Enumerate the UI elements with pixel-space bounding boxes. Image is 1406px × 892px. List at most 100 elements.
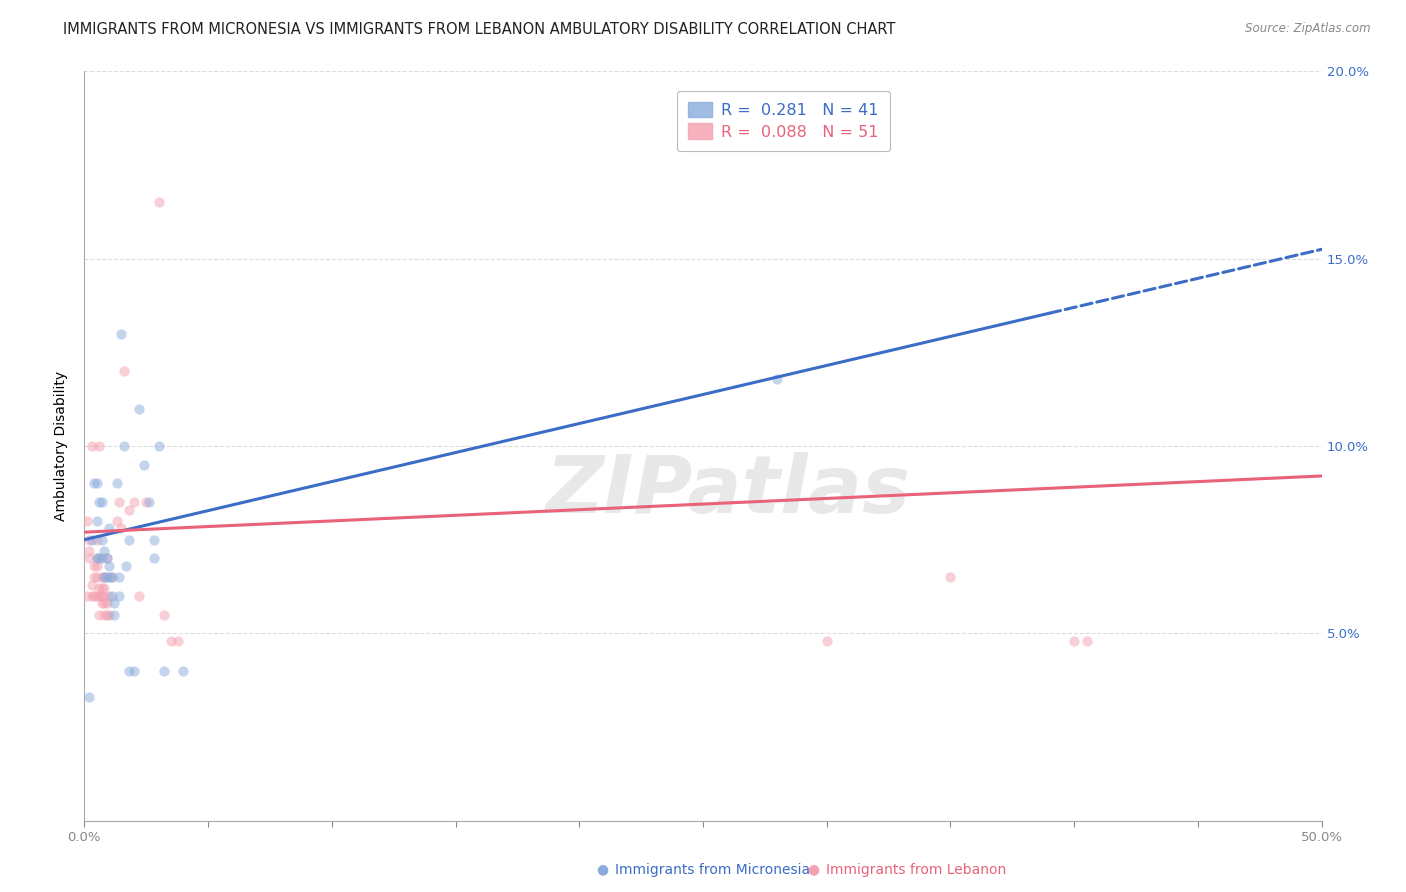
Point: [142, 533, 165, 547]
Point: [115, 558, 138, 573]
Point: [100, 570, 122, 584]
Point: [83, 589, 105, 603]
Point: [122, 664, 145, 678]
Point: [90, 589, 112, 603]
Point: [1063, 633, 1085, 648]
Point: [83, 558, 105, 573]
Point: [1076, 633, 1098, 648]
Point: [112, 439, 135, 453]
Point: [89, 439, 111, 453]
Point: [86, 589, 108, 603]
Point: [80, 533, 103, 547]
Point: [89, 551, 111, 566]
Point: [93, 589, 115, 603]
Text: IMMIGRANTS FROM MICRONESIA VS IMMIGRANTS FROM LEBANON AMBULATORY DISABILITY CORR: IMMIGRANTS FROM MICRONESIA VS IMMIGRANTS…: [63, 22, 896, 37]
Point: [118, 502, 141, 516]
Point: [152, 607, 174, 622]
Point: [110, 326, 132, 341]
Point: [138, 495, 160, 509]
Point: [939, 570, 962, 584]
Point: [89, 589, 111, 603]
Point: [103, 607, 125, 622]
Point: [96, 551, 118, 566]
Point: [105, 514, 128, 528]
Point: [815, 633, 838, 648]
Point: [108, 589, 131, 603]
Point: [83, 570, 105, 584]
Y-axis label: Ambulatory Disability: Ambulatory Disability: [55, 371, 69, 521]
Point: [148, 439, 170, 453]
Point: [122, 495, 145, 509]
Point: [96, 596, 118, 610]
Point: [108, 570, 131, 584]
Point: [86, 558, 108, 573]
Point: [128, 401, 150, 416]
Point: [98, 607, 121, 622]
Point: [79, 533, 101, 547]
Point: [80, 577, 103, 591]
Point: [93, 570, 115, 584]
Point: [90, 495, 112, 509]
Text: Source: ZipAtlas.com: Source: ZipAtlas.com: [1246, 22, 1371, 36]
Point: [98, 570, 121, 584]
Point: [89, 495, 111, 509]
Point: [98, 521, 121, 535]
Point: [96, 607, 118, 622]
Point: [98, 589, 121, 603]
Point: [83, 476, 105, 491]
Point: [80, 589, 103, 603]
Point: [89, 607, 111, 622]
Point: [86, 551, 108, 566]
Point: [79, 690, 101, 704]
Point: [76, 589, 98, 603]
Point: [93, 544, 115, 558]
Point: [152, 664, 174, 678]
Point: [135, 495, 157, 509]
Point: [118, 664, 141, 678]
Point: [86, 533, 108, 547]
Point: [90, 570, 112, 584]
Point: [766, 371, 789, 385]
Point: [103, 596, 125, 610]
Text: ●: ●: [596, 863, 607, 877]
Point: [80, 439, 103, 453]
Point: [86, 570, 108, 584]
Point: [76, 514, 98, 528]
Point: [90, 551, 112, 566]
Point: [142, 551, 165, 566]
Point: [93, 607, 115, 622]
Point: [148, 195, 170, 210]
Point: [105, 476, 128, 491]
Point: [96, 551, 118, 566]
Legend: R =  0.281   N = 41, R =  0.088   N = 51: R = 0.281 N = 41, R = 0.088 N = 51: [676, 91, 890, 151]
Point: [100, 589, 122, 603]
Point: [112, 364, 135, 378]
Text: Immigrants from Micronesia: Immigrants from Micronesia: [614, 863, 810, 877]
Text: Immigrants from Lebanon: Immigrants from Lebanon: [825, 863, 1007, 877]
Point: [90, 582, 112, 596]
Point: [89, 582, 111, 596]
Point: [93, 596, 115, 610]
Point: [79, 551, 101, 566]
Point: [90, 533, 112, 547]
Point: [93, 582, 115, 596]
Point: [167, 633, 190, 648]
Point: [79, 544, 101, 558]
Point: [108, 495, 131, 509]
Point: [86, 551, 108, 566]
Point: [98, 558, 121, 573]
Text: ●: ●: [807, 863, 818, 877]
Point: [93, 570, 115, 584]
Point: [96, 570, 118, 584]
Point: [160, 633, 183, 648]
Point: [132, 458, 155, 472]
Text: ZIPatlas: ZIPatlas: [546, 452, 910, 530]
Point: [865, 120, 887, 135]
Point: [86, 476, 108, 491]
Point: [118, 533, 141, 547]
Point: [100, 570, 122, 584]
Point: [90, 596, 112, 610]
Point: [128, 589, 150, 603]
Point: [110, 521, 132, 535]
Point: [86, 514, 108, 528]
